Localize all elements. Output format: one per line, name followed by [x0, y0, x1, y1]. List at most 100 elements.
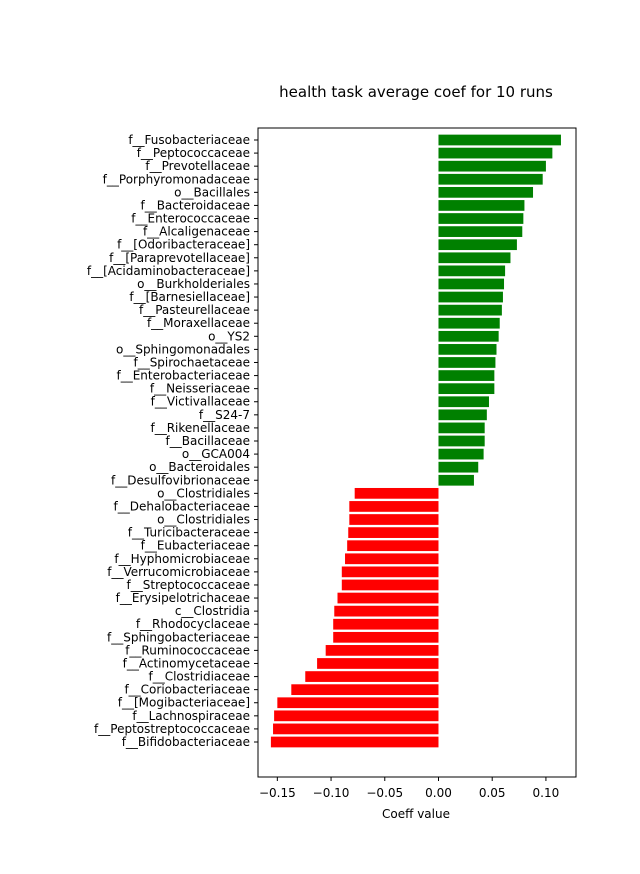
bar-15 — [438, 330, 499, 342]
bar-23 — [438, 435, 485, 447]
category-label: f__Bifidobacteriaceae — [122, 735, 250, 749]
x-tick-label: 0.05 — [479, 786, 506, 800]
bar-12 — [438, 291, 503, 303]
bar-17 — [438, 357, 496, 368]
category-label: f__Neisseriaceae — [150, 382, 250, 396]
category-label: f__Coriobacteriaceae — [124, 683, 250, 697]
bar-27 — [354, 487, 439, 499]
bar-14 — [438, 317, 500, 329]
category-labels: f__Fusobacteriaceaef__Peptococcaceaef__P… — [87, 133, 258, 749]
bar-34 — [341, 579, 439, 591]
bar-16 — [438, 344, 497, 355]
bar-6 — [438, 213, 524, 224]
bar-30 — [348, 527, 439, 538]
category-label: o__Sphingomonadales — [116, 342, 250, 356]
category-label: f__Rhodocyclaceae — [136, 617, 250, 631]
category-label: o__YS2 — [208, 329, 250, 343]
category-label: o__Bacteroidales — [149, 460, 250, 474]
category-label: f__Enterobacteriaceae — [116, 369, 250, 383]
bar-38 — [333, 631, 439, 643]
bar-40 — [317, 658, 439, 669]
category-label: f__Dehalobacteriaceae — [114, 499, 250, 513]
bar-3 — [438, 173, 543, 185]
bar-11 — [438, 278, 505, 290]
bar-37 — [333, 618, 439, 630]
bar-42 — [291, 684, 439, 696]
bar-8 — [438, 239, 517, 251]
category-label: o__Clostridiales — [157, 486, 250, 500]
bar-20 — [438, 396, 489, 408]
bar-28 — [349, 501, 439, 512]
category-label: f__Erysipelotrichaceae — [116, 591, 250, 605]
category-label: f__Pasteurellaceae — [139, 303, 250, 317]
bar-22 — [438, 422, 485, 434]
bar-18 — [438, 370, 495, 381]
bar-32 — [345, 553, 439, 565]
category-label: f__Fusobacteriaceae — [128, 133, 250, 147]
bar-44 — [274, 710, 439, 722]
bar-39 — [325, 645, 439, 656]
bar-31 — [347, 540, 439, 552]
category-label: f__Moraxellaceae — [147, 316, 250, 330]
category-label: f__[Mogibacteriaceae] — [118, 696, 250, 710]
bar-25 — [438, 461, 479, 473]
category-label: f__Alcaligenaceae — [143, 225, 250, 239]
category-label: o__GCA004 — [182, 447, 250, 461]
bar-0 — [438, 134, 561, 146]
category-label: f__Eubacteriaceae — [141, 539, 250, 553]
bar-24 — [438, 448, 484, 460]
category-label: f__[Odoribacteraceae] — [117, 238, 250, 252]
category-label: c__Clostridia — [175, 604, 250, 618]
bar-19 — [438, 383, 495, 395]
bar-2 — [438, 160, 546, 172]
category-label: f__Victivallaceae — [151, 395, 250, 409]
bar-29 — [349, 514, 439, 525]
category-label: f__S24-7 — [199, 408, 250, 422]
bar-21 — [438, 409, 487, 421]
category-label: f__Streptococcaceae — [127, 578, 250, 592]
category-label: f__Desulfovibrionaceae — [111, 473, 250, 487]
category-label: o__Clostridiales — [157, 513, 250, 527]
bar-36 — [334, 605, 439, 617]
category-label: f__Prevotellaceae — [145, 159, 250, 173]
category-label: f__Ruminococcaceae — [125, 643, 250, 657]
category-label: f__Clostridiaceae — [148, 670, 250, 684]
x-tick-label: −0.05 — [366, 786, 403, 800]
bar-46 — [270, 736, 439, 748]
x-tick-label: −0.10 — [313, 786, 350, 800]
category-label: f__Bacillaceae — [166, 434, 250, 448]
category-label: f__Sphingobacteriaceae — [107, 630, 250, 644]
chart-title: health task average coef for 10 runs — [279, 83, 553, 101]
bar-33 — [341, 566, 439, 578]
bar-41 — [305, 671, 439, 682]
bar-35 — [337, 592, 439, 604]
x-axis: −0.15 −0.10 −0.05 0.00 0.05 0.10 — [259, 777, 559, 800]
category-label: f__Bacteroidaceae — [140, 198, 250, 212]
x-tick-label: −0.15 — [259, 786, 296, 800]
category-label: f__Rikenellaceae — [150, 421, 250, 435]
category-label: f__Verrucomicrobiaceae — [107, 565, 250, 579]
category-label: f__Lachnospiraceae — [132, 709, 250, 723]
bar-10 — [438, 265, 506, 277]
bar-1 — [438, 147, 553, 159]
category-label: f__Turicibacteraceae — [128, 526, 250, 540]
category-label: f__Enterococcaceae — [131, 212, 250, 226]
category-label: f__[Paraprevotellaceae] — [109, 251, 250, 265]
category-label: f__Porphyromonadaceae — [103, 172, 250, 186]
category-label: o__Bacillales — [174, 185, 250, 199]
bar-4 — [438, 186, 534, 198]
bar-9 — [438, 252, 511, 264]
bar-45 — [273, 723, 439, 735]
category-label: f__Actinomycetaceae — [123, 656, 250, 670]
category-label: f__Peptostreptococcaceae — [94, 722, 250, 736]
bar-7 — [438, 226, 523, 237]
bar-5 — [438, 200, 525, 211]
category-label: f__Peptococcaceae — [137, 146, 250, 160]
category-label: f__Hyphomicrobiaceae — [114, 552, 250, 566]
bar-13 — [438, 304, 502, 316]
category-label: f__[Barnesiellaceae] — [129, 290, 250, 304]
x-tick-label: 0.10 — [533, 786, 560, 800]
bar-26 — [438, 474, 474, 486]
bars-group — [270, 134, 561, 748]
